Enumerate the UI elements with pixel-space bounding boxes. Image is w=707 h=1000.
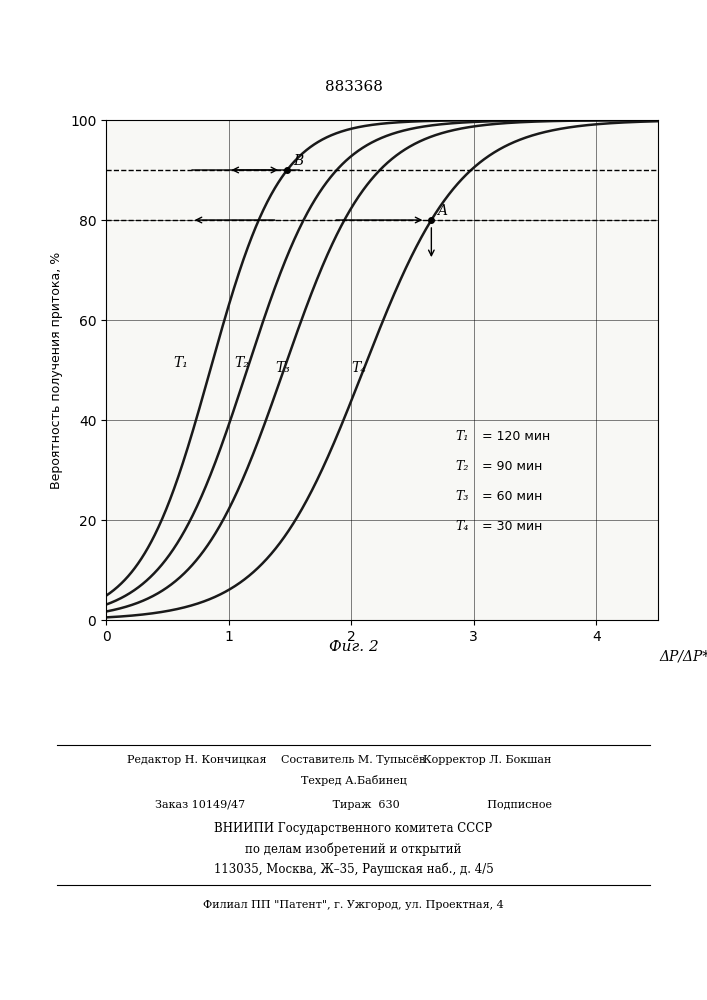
Text: A: A <box>438 204 448 218</box>
Text: T₄: T₄ <box>455 520 469 533</box>
Text: = 90 мин: = 90 мин <box>482 460 543 473</box>
Text: Филиал ПП "Патент", г. Ужгород, ул. Проектная, 4: Филиал ПП "Патент", г. Ужгород, ул. Прое… <box>203 900 504 910</box>
Text: Техред А.Бабинец: Техред А.Бабинец <box>300 775 407 786</box>
Text: 113035, Москва, Ж–35, Раушская наб., д. 4/5: 113035, Москва, Ж–35, Раушская наб., д. … <box>214 862 493 876</box>
Text: T₁: T₁ <box>173 356 188 370</box>
Text: B: B <box>293 154 303 168</box>
Text: T₃: T₃ <box>275 361 290 375</box>
Text: T₄: T₄ <box>351 361 366 375</box>
Text: Заказ 10149/47                         Тираж  630                         Подпис: Заказ 10149/47 Тираж 630 Подпис <box>155 800 552 810</box>
Text: T₃: T₃ <box>455 490 469 503</box>
Text: T₁: T₁ <box>455 430 469 443</box>
Text: Редактор Н. Кончицкая: Редактор Н. Кончицкая <box>127 755 267 765</box>
Text: Фиг. 2: Фиг. 2 <box>329 640 378 654</box>
Y-axis label: Вероятность получения притока, %: Вероятность получения притока, % <box>50 251 63 489</box>
Text: = 60 мин: = 60 мин <box>482 490 543 503</box>
X-axis label: ΔP/ΔP*: ΔP/ΔP* <box>660 650 707 664</box>
Text: по делам изобретений и открытий: по делам изобретений и открытий <box>245 842 462 856</box>
Text: = 30 мин: = 30 мин <box>482 520 543 533</box>
Text: 883368: 883368 <box>325 80 382 94</box>
Text: Корректор Л. Бокшан: Корректор Л. Бокшан <box>423 755 551 765</box>
Text: = 120 мин: = 120 мин <box>482 430 551 443</box>
Text: T₂: T₂ <box>235 356 250 370</box>
Text: T₂: T₂ <box>455 460 469 473</box>
Text: Составитель М. Тупысёв: Составитель М. Тупысёв <box>281 755 426 765</box>
Text: ВНИИПИ Государственного комитета СССР: ВНИИПИ Государственного комитета СССР <box>214 822 493 835</box>
